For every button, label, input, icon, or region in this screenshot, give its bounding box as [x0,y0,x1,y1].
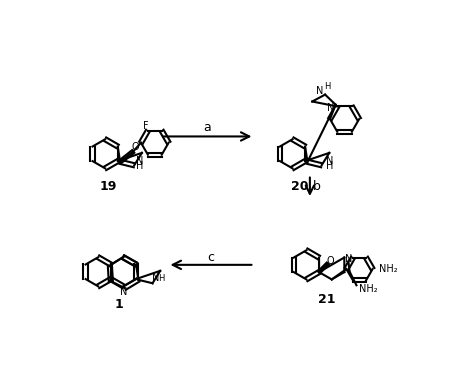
Text: N: N [345,254,352,264]
Text: F: F [143,121,149,131]
Text: b: b [313,180,321,193]
Text: H: H [326,161,333,171]
Text: N: N [316,86,324,96]
Text: N: N [120,287,127,297]
Text: H: H [158,274,164,283]
Text: NH₂: NH₂ [379,264,398,274]
Text: O: O [326,256,334,266]
Text: a: a [204,121,211,134]
Text: 19: 19 [100,180,117,193]
Text: 20: 20 [291,180,308,193]
Text: N: N [152,273,160,284]
Text: H: H [324,82,330,91]
Text: c: c [208,251,214,264]
Text: 1: 1 [115,298,123,311]
Text: N: N [326,155,333,166]
Text: O: O [131,142,139,152]
Text: N: N [327,103,334,113]
Text: N: N [137,155,144,166]
Text: NH₂: NH₂ [359,284,378,294]
Text: H: H [137,161,144,171]
Text: 21: 21 [319,293,336,306]
